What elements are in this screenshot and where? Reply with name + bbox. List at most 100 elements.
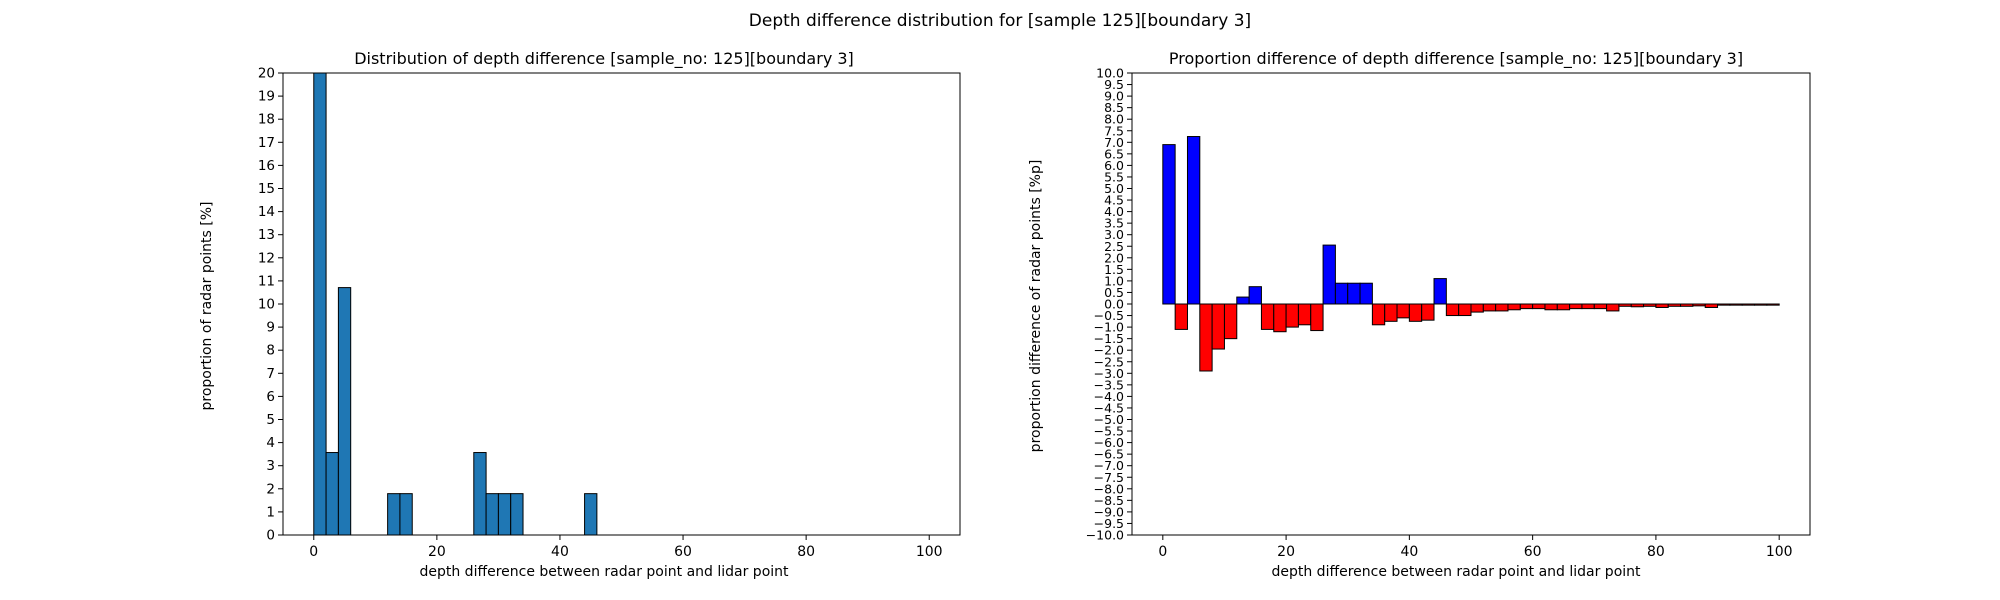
left-chart-xtick-label: 0 [309,544,318,560]
right-chart-bar [1186,136,1201,305]
left-chart-ytick-label: 2 [266,481,275,497]
right-chart-ytick-label: −4.0 [1094,389,1124,404]
right-chart-ytick-label: 1.0 [1104,273,1124,288]
right-chart-ytick-label: −0.5 [1094,308,1124,323]
left-chart-ytick-label: 9 [266,320,275,336]
right-chart-ytick-label: 6.0 [1104,158,1124,173]
left-chart-ytick-label: 15 [258,181,275,197]
right-chart-bar [1421,303,1435,321]
right-chart-title: Proportion difference of depth differenc… [1169,49,1743,69]
left-chart-ytick-label: 3 [266,458,275,474]
right-chart-bar [1630,303,1645,308]
right-chart-bar [1704,303,1719,308]
right-chart-bar [1396,303,1410,319]
left-chart-bar [584,493,598,536]
right-chart-ytick-label: 10.0 [1096,66,1124,81]
left-chart-ylabel: proportion of radar points [%] [199,201,215,410]
left-chart-ytick-label: 13 [258,227,275,243]
right-chart-ytick-label: 5.0 [1104,181,1124,196]
right-chart-bar [1680,303,1694,307]
right-chart-bar [1223,303,1238,340]
left-chart-ytick-label: 14 [258,204,275,220]
right-chart-bar [1754,303,1768,306]
right-chart-bar [1285,303,1299,328]
right-chart-bar [1532,303,1546,310]
right-chart-bar [1667,303,1682,307]
right-chart-bar [1717,303,1731,306]
right-chart-bar [1384,303,1398,322]
right-chart-bar [1347,282,1361,305]
right-chart-ytick-label: −1.5 [1094,331,1124,346]
right-chart-ytick-label: 7.0 [1104,135,1124,150]
right-chart-ytick-label: 0.5 [1104,285,1124,300]
left-chart-bar [337,287,352,536]
right-chart-ylabel: proportion difference of radar points [%… [1028,160,1044,453]
left-chart-bar [485,493,499,536]
right-chart-xtick-label: 20 [1277,544,1295,560]
right-chart-bar [1273,303,1287,333]
right-chart-ytick-label: −6.0 [1094,435,1124,450]
right-chart-xtick-label: 0 [1158,544,1167,560]
right-chart-ytick-label: 3.5 [1104,216,1124,231]
right-chart-ytick-label: 4.0 [1104,204,1124,219]
left-chart-bar [313,72,327,536]
right-chart-ytick-label: −5.0 [1094,412,1124,427]
right-chart-bar [1741,303,1756,306]
right-chart-bar [1458,303,1472,317]
right-chart-ytick-label: −5.5 [1094,424,1124,439]
left-chart-bar [325,452,339,536]
left-chart-ytick-label: 11 [258,273,275,289]
left-chart-ytick-label: 12 [258,250,275,266]
right-chart-xtick-label: 40 [1400,544,1418,560]
left-chart-ytick-label: 4 [266,435,275,451]
right-chart-bar [1334,282,1349,305]
left-chart-ytick-label: 8 [266,343,275,359]
right-chart-ytick-label: −2.0 [1094,343,1124,358]
right-chart-ytick-label: 9.5 [1104,77,1124,92]
right-chart-ytick-label: −9.5 [1094,516,1124,531]
right-chart-ytick-label: −2.5 [1094,354,1124,369]
right-chart-ytick-label: −7.0 [1094,458,1124,473]
left-chart-ytick-label: 7 [266,366,275,382]
right-chart-bar [1544,303,1558,311]
right-chart-bar [1408,303,1423,322]
left-chart-ytick-label: 18 [258,112,275,128]
right-chart-bar [1655,303,1669,308]
right-chart-ytick-label: 4.5 [1104,193,1124,208]
right-chart-bar [1211,303,1225,350]
right-chart-bar [1593,303,1608,310]
right-chart-ytick-label: −6.5 [1094,447,1124,462]
right-chart-ytick-label: 1.5 [1104,262,1124,277]
right-chart-ytick-label: 9.0 [1104,89,1124,104]
right-chart-ytick-label: −4.5 [1094,400,1124,415]
right-chart-bar [1482,303,1497,312]
left-chart-axes-frame [282,72,961,536]
left-chart-ytick-label: 5 [266,412,275,428]
right-chart-bar [1766,303,1780,306]
left-chart-xlabel: depth difference between radar point and… [419,564,789,580]
left-chart-ytick-label: 20 [258,66,275,82]
right-chart-ytick-label: 7.5 [1104,123,1124,138]
right-chart: Proportion difference of depth differenc… [1028,49,1811,580]
right-chart-bar [1297,303,1312,326]
right-chart-bar [1236,296,1250,305]
left-chart-xtick-label: 80 [797,544,815,560]
right-chart-bar [1248,286,1262,305]
left-chart-ytick-label: 1 [266,504,275,520]
left-chart: Distribution of depth difference [sample… [199,49,961,580]
right-chart-xtick-label: 100 [1766,544,1793,560]
right-chart-bar [1322,244,1336,305]
right-chart-bar [1729,303,1743,306]
right-chart-ytick-label: −1.0 [1094,320,1124,335]
right-chart-bar [1470,303,1484,313]
left-chart-ytick-label: 16 [258,158,275,174]
right-chart-bar [1445,303,1460,317]
right-chart-bar [1581,303,1595,310]
right-chart-bar [1495,303,1509,312]
right-chart-ytick-label: −7.5 [1094,470,1124,485]
figure-suptitle: Depth difference distribution for [sampl… [749,11,1251,31]
left-chart-title: Distribution of depth difference [sample… [354,49,854,69]
right-chart-ytick-label: 2.0 [1104,250,1124,265]
right-chart-bar [1359,282,1373,305]
left-chart-bar [387,493,401,536]
